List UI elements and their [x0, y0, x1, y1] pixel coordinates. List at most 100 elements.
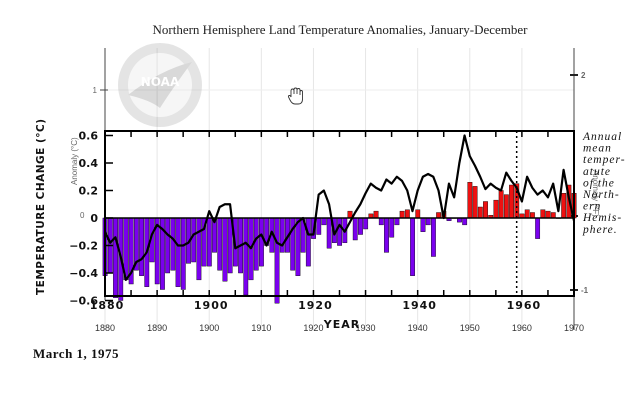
y-tick-label: 0 — [90, 212, 98, 225]
anomaly-bar — [170, 217, 176, 271]
anomaly-bar — [113, 217, 118, 298]
annotation-line: ern — [583, 201, 601, 213]
anomaly-bar — [415, 209, 421, 219]
anomaly-bar — [139, 217, 144, 276]
annotation-line: Annual — [582, 131, 622, 143]
anomaly-bar — [165, 217, 171, 274]
anomaly-bar — [540, 209, 546, 219]
anomaly-bar — [384, 217, 389, 253]
anomaly-bar — [425, 217, 431, 226]
anomaly-bar — [472, 186, 478, 219]
x-tick-label-modern: 1970 — [564, 323, 584, 333]
x-tick-label-modern: 1950 — [460, 323, 480, 333]
anomaly-bar — [399, 210, 405, 219]
noaa-logo-inner — [128, 53, 192, 117]
noaa-logo-text: NOAA — [141, 75, 180, 89]
x-tick-label-modern: 1920 — [303, 323, 323, 333]
overlay-left-tick-1: 1 — [93, 86, 98, 95]
anomaly-bar — [467, 182, 473, 219]
overlay-right-tick-2: 2 — [581, 71, 586, 80]
anomaly-bar — [253, 217, 259, 271]
anomaly-bar — [337, 217, 343, 246]
annotation-line: phere. — [582, 224, 618, 236]
anomaly-bar — [561, 193, 567, 219]
anomaly-bar — [217, 217, 223, 271]
annotation-line: mean — [583, 143, 612, 155]
hand-grab-icon — [287, 87, 303, 105]
anomaly-bar — [509, 184, 514, 219]
y-ticks: 0.6 0.4 0.2 0 −0.2 −0.4 −0.6 — [69, 130, 113, 308]
anomaly-bar — [524, 209, 530, 219]
x-ticks-modern: 1880 1890 1900 1910 1920 1930 1940 1950 1960 1970 — [95, 323, 584, 333]
anomaly-bar — [196, 217, 202, 281]
anomaly-bar — [373, 210, 379, 219]
x-tick-label-modern: 1890 — [147, 323, 167, 333]
y-axis-label: TEMPERATURE CHANGE (°C) — [35, 118, 47, 295]
anomaly-bar — [389, 217, 395, 238]
anomaly-bar — [243, 217, 249, 296]
x-tick-label-modern: 1880 — [95, 323, 115, 333]
anomaly-bar — [175, 217, 181, 287]
overlay-right-label: Anomaly (°F) — [591, 170, 600, 217]
anomaly-bar — [326, 217, 332, 249]
anomaly-bar — [206, 217, 212, 267]
anomaly-bar — [462, 217, 468, 226]
anomaly-bar — [279, 217, 285, 253]
x-tick-label-modern: 1900 — [199, 323, 219, 333]
anomaly-bar — [321, 217, 327, 226]
anomaly-bar — [259, 217, 264, 267]
overlay-left-label: Anomaly (°C) — [70, 137, 79, 185]
annotation-line: Hemis- — [582, 212, 622, 224]
anomaly-bar — [545, 210, 551, 219]
anomaly-bar — [498, 190, 504, 219]
x-tick-label-modern: 1960 — [512, 323, 532, 333]
y-tick-label: 0.4 — [79, 157, 99, 170]
anomaly-bar — [550, 212, 556, 219]
y-tick-label: −0.2 — [69, 240, 98, 253]
y-tick-label: −0.4 — [69, 267, 98, 280]
annotation-line: of the — [583, 177, 615, 189]
annotation-line: atute — [583, 166, 611, 178]
x-ticks: 1880 1900 1920 1940 1960 — [90, 131, 549, 312]
anomaly-bar — [394, 217, 400, 226]
anomaly-bar — [222, 217, 228, 282]
x-axis-label: YEAR — [323, 318, 360, 331]
anomaly-bar — [358, 217, 363, 235]
x-tick-label: 1960 — [507, 299, 542, 312]
anomaly-bar — [180, 217, 186, 290]
anomaly-bar — [503, 194, 509, 219]
y-tick-label: 0.2 — [79, 185, 99, 198]
anomaly-bar — [493, 199, 499, 219]
noaa-watermark: NOAA — [118, 43, 202, 127]
anomaly-bar — [274, 217, 280, 304]
anomaly-bar — [305, 217, 311, 267]
anomaly-bar — [530, 212, 535, 219]
y-tick-label: −0.6 — [69, 295, 98, 308]
chart-title: Northern Hemisphere Land Temperature Ano… — [152, 22, 528, 37]
x-tick-label: 1900 — [194, 299, 229, 312]
mean-temperature-line — [104, 134, 576, 281]
anomaly-bar — [363, 217, 369, 230]
anomaly-bar — [483, 201, 488, 219]
overlay-left-tick-0: 0 — [80, 211, 85, 220]
anomaly-bar — [477, 206, 483, 219]
plot-frame — [104, 130, 575, 297]
anomaly-bar — [378, 217, 384, 226]
date-stamp: March 1, 1975 — [33, 346, 120, 361]
anomaly-bar — [352, 217, 358, 241]
x-tick-label-modern: 1930 — [356, 323, 376, 333]
anomaly-bar — [316, 217, 322, 235]
anomaly-bar — [410, 217, 415, 276]
anomaly-bar — [295, 217, 301, 276]
anomaly-bars — [102, 182, 577, 304]
x-tick-label: 1940 — [402, 299, 437, 312]
x-tick-label-modern: 1940 — [408, 323, 428, 333]
anomaly-bar — [404, 209, 410, 219]
y-tick-label: 0.6 — [79, 130, 99, 143]
overlay-right-tick-neg1: -1 — [581, 286, 589, 295]
x-tick-label: 1920 — [298, 299, 333, 312]
annotation-line: North- — [582, 189, 620, 201]
x-tick-label: 1880 — [90, 299, 125, 312]
